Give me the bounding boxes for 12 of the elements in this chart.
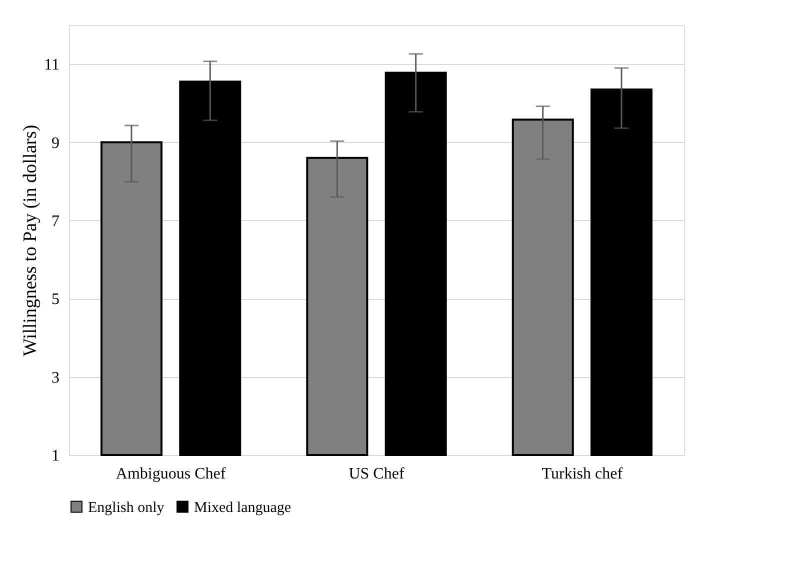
x-tick-label: Ambiguous Chef <box>116 466 226 482</box>
y-tick-label: 5 <box>52 291 60 308</box>
x-tick-label: US Chef <box>348 466 405 482</box>
y-tick-label: 9 <box>52 134 60 152</box>
x-tick-label: Turkish chef <box>542 466 624 482</box>
y-tick-label: 11 <box>44 56 60 74</box>
legend-label: Mixed language <box>194 500 292 516</box>
y-tick-label: 1 <box>52 448 60 464</box>
y-axis-title: Willingness to Pay (in dollars) <box>20 124 42 356</box>
legend-label: English only <box>88 500 165 516</box>
y-tick-label: 7 <box>52 212 60 230</box>
y-tick-label: 3 <box>52 369 60 386</box>
